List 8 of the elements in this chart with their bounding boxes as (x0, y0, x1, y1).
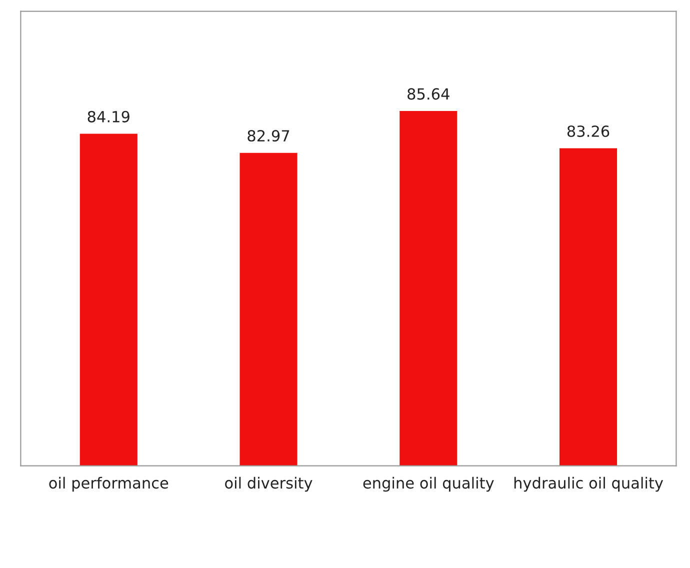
data-label: 82.97 (248, 130, 290, 142)
data-label: 83.26 (567, 125, 610, 138)
x-tick-label: oil performance (49, 476, 168, 492)
x-tick-label: oil diversity (225, 476, 312, 492)
x-tick-label: hydraulic oil quality (514, 476, 664, 492)
data-label: 85.64 (408, 88, 450, 100)
data-label: 84.19 (88, 110, 130, 122)
x-tick-label: engine oil quality (363, 476, 494, 492)
